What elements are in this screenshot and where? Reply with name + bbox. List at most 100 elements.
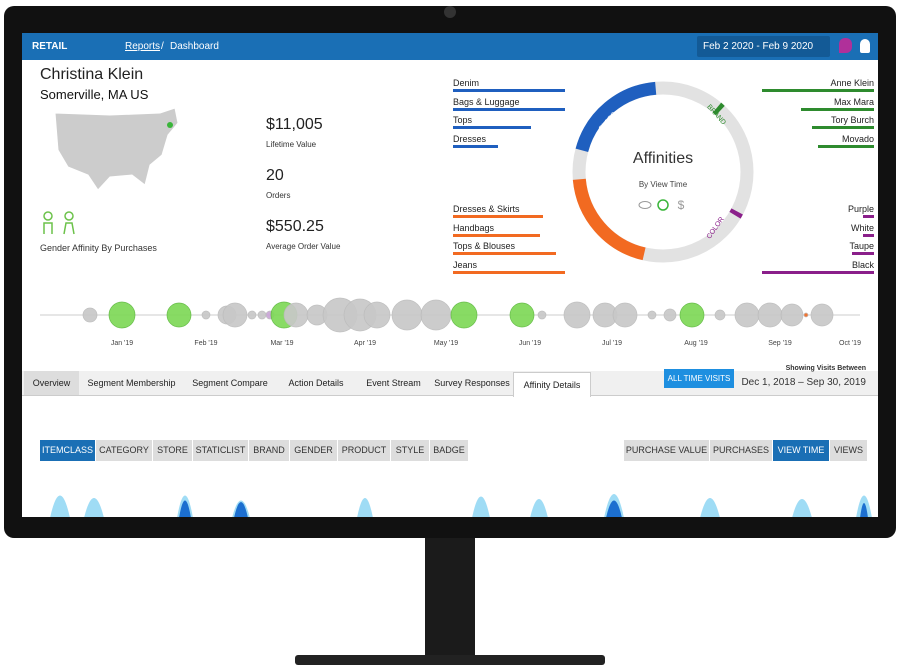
affinity-bar (453, 215, 543, 218)
filter-button[interactable]: PRODUCT (338, 440, 390, 461)
visit-bubble (647, 310, 657, 320)
visit-bubble (257, 310, 267, 320)
month-label: Jan '19 (111, 340, 133, 347)
stat-label: Lifetime Value (266, 140, 317, 149)
affinity-subtitle: By View Time (639, 180, 688, 189)
month-label: Jul '19 (602, 340, 622, 347)
tab[interactable]: Overview (24, 371, 79, 395)
screen: RETAIL Reports / Dashboard Feb 2 2020 - … (22, 33, 878, 517)
visit-bubble (563, 301, 591, 329)
range-dates: Dec 1, 2018 – Sep 30, 2019 (741, 377, 866, 388)
stat-value: 20 (266, 167, 284, 184)
affinity-label: Jeans (453, 259, 478, 270)
tab[interactable]: Segment Membership (87, 378, 176, 388)
user-icon[interactable] (860, 39, 870, 53)
camera (444, 6, 456, 18)
ring-class (575, 81, 657, 153)
filter-button[interactable]: GENDER (290, 440, 337, 461)
filter-button[interactable]: BRAND (249, 440, 289, 461)
affinity-label: Bags & Luggage (453, 96, 520, 107)
affinity-bar (801, 107, 874, 111)
affinity-bar (453, 270, 565, 274)
visit-bubble (363, 301, 391, 329)
visit-bubble (803, 312, 809, 318)
breadcrumb-link[interactable]: Reports (125, 41, 161, 52)
visit-bubble (537, 310, 547, 320)
affinity-bar (453, 89, 565, 92)
alert-icon[interactable] (839, 38, 852, 53)
metric-button[interactable]: PURCHASE VALUE (624, 440, 709, 461)
date-picker[interactable] (697, 36, 830, 57)
monitor-base (295, 655, 605, 665)
tab[interactable]: Segment Compare (192, 378, 268, 388)
stat-value: $11,005 (266, 116, 323, 133)
month-label: Apr '19 (354, 340, 376, 347)
us-map (54, 107, 179, 191)
visit-bubble (663, 308, 677, 322)
clock-icon (657, 199, 669, 211)
affinity-bar (762, 89, 874, 92)
affinity-label: White (850, 222, 874, 233)
filter-button[interactable]: ITEMCLASS (40, 440, 95, 461)
visit-bubble (391, 299, 423, 331)
monitor-neck (425, 538, 475, 656)
metric-button[interactable]: PURCHASES (710, 440, 772, 461)
tab[interactable]: Event Stream (366, 378, 421, 388)
affinity-bar (818, 144, 874, 148)
metric-button[interactable]: VIEWS (830, 440, 867, 461)
affinity-bar (851, 252, 874, 255)
affinity-bar (453, 144, 498, 148)
customer-location: Somerville, MA US (40, 87, 149, 102)
filter-button[interactable]: STYLE (391, 440, 429, 461)
month-label: Mar '19 (270, 340, 293, 347)
affinity-bar (453, 233, 541, 237)
filter-button[interactable]: STATICLIST (193, 440, 248, 461)
tab[interactable]: Action Details (288, 378, 344, 388)
visit-bubble (166, 302, 192, 328)
affinity-label: Tops (453, 115, 473, 125)
visit-bubble (420, 299, 452, 331)
visit-bubble (222, 302, 248, 328)
dollar-icon: $ (678, 198, 685, 212)
ring-track (572, 81, 754, 263)
visit-bubble (201, 310, 211, 320)
visit-bubble (679, 302, 705, 328)
top-bar: RETAIL Reports / Dashboard Feb 2 2020 - … (22, 33, 878, 60)
map-shape (54, 107, 179, 191)
affinity-label: Dresses (453, 133, 487, 144)
ring-category (572, 178, 646, 261)
affinity-label: Black (851, 259, 874, 270)
visit-bubble (810, 303, 834, 327)
visit-bubble (734, 302, 760, 328)
filter-button[interactable]: CATEGORY (96, 440, 152, 461)
filter-button[interactable]: BADGE (430, 440, 468, 461)
month-label: Feb '19 (194, 340, 217, 347)
filter-button[interactable]: STORE (153, 440, 192, 461)
affinity-label: Tops & Blouses (453, 241, 516, 251)
affinity-label: Anne Klein (830, 78, 874, 88)
affinity-label: Dresses & Skirts (453, 204, 520, 214)
affinity-bar (453, 252, 557, 255)
affinity-bar (453, 107, 565, 111)
affinity-label: Movado (841, 133, 874, 144)
visit-bubble (108, 301, 136, 329)
stat-label: Orders (266, 191, 291, 200)
visit-bubble (757, 302, 783, 328)
metric-button[interactable]: VIEW TIME (773, 440, 829, 461)
tab[interactable]: Affinity Details (513, 372, 591, 397)
ring-color (729, 208, 743, 219)
map-marker (167, 122, 173, 128)
affinity-label: Tory Burch (830, 115, 874, 125)
affinity-bar (862, 215, 874, 218)
stat-value: $550.25 (266, 218, 324, 235)
affinity-bar (453, 126, 532, 129)
affinity-title: Affinities (633, 150, 693, 167)
app-menu[interactable]: RETAIL (32, 41, 68, 52)
visit-bubble (780, 303, 804, 327)
month-label: Sep '19 (768, 340, 792, 347)
tab-bar (22, 371, 878, 396)
all-time-button[interactable]: ALL TIME VISITS (664, 369, 734, 388)
visit-bubble (714, 309, 726, 321)
tab[interactable]: Survey Responses (434, 378, 510, 388)
